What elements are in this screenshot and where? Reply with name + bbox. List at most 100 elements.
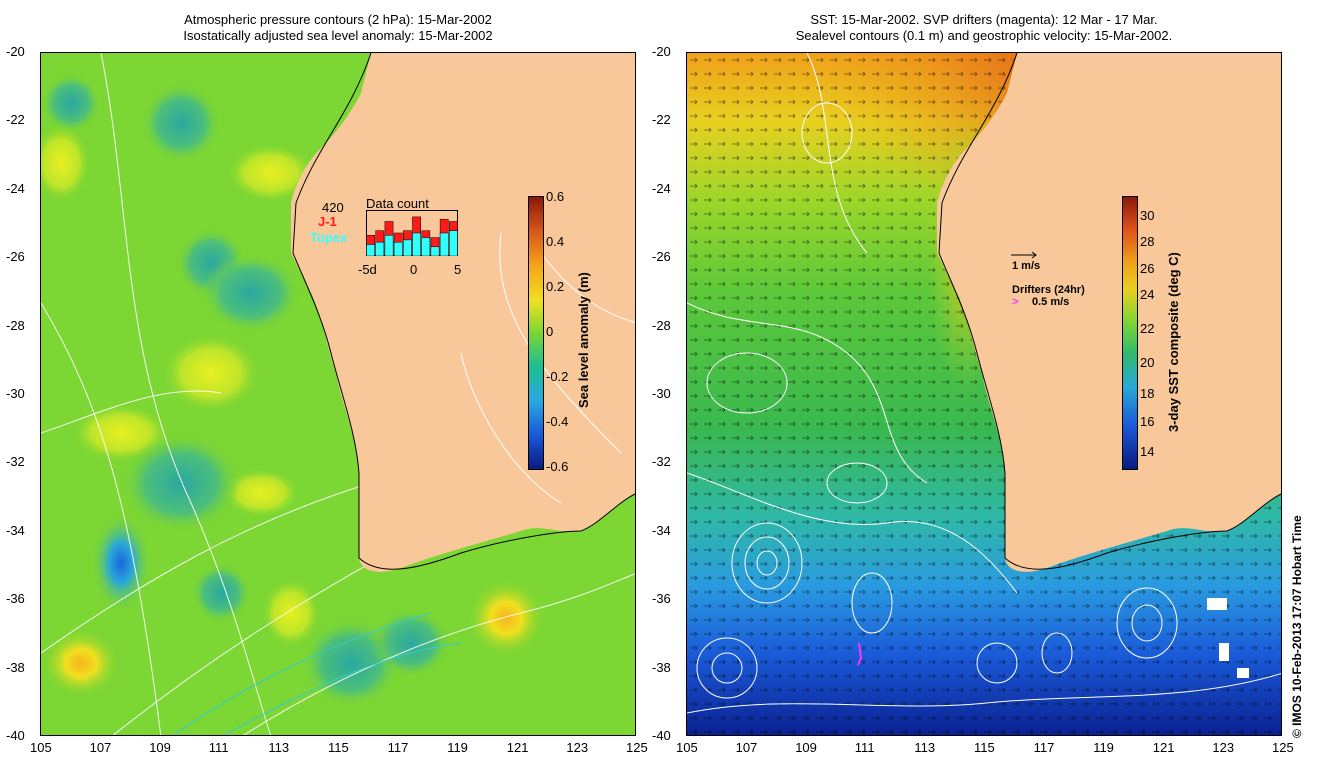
- sla-colorbar-label: Sea level anomaly (m): [576, 272, 591, 408]
- credit-text: © IMOS 10-Feb-2013 17:07 Hobart Time: [1290, 515, 1304, 738]
- longitude-tick: 117: [1033, 740, 1055, 755]
- inset-bar-chart: [366, 210, 458, 256]
- sst-tick: 22: [1140, 321, 1155, 336]
- sst-tick: 26: [1140, 261, 1155, 276]
- longitude-tick: 121: [506, 740, 529, 755]
- sla-high-blob: [466, 578, 546, 658]
- velocity-scale-label: 1 m/s: [1012, 260, 1041, 272]
- right-panel-title: SST: 15-Mar-2002. SVP drifters (magenta)…: [686, 12, 1282, 44]
- longitude-tick: 113: [268, 740, 290, 755]
- sst-tick: 28: [1140, 234, 1155, 249]
- longitude-tick: 109: [795, 740, 817, 755]
- sst-map: [686, 52, 1282, 736]
- latitude-tick: -26: [6, 249, 25, 265]
- latitude-tick: -24: [652, 180, 671, 196]
- latitude-tick: -22: [6, 112, 25, 128]
- sst-tick: 30: [1140, 208, 1155, 223]
- latitude-tick: -20: [6, 44, 25, 59]
- latitude-tick: -28: [6, 317, 25, 333]
- latitude-tick: -32: [6, 454, 25, 470]
- velocity-scale: 1 m/s: [1010, 250, 1130, 310]
- longitude-tick: 125: [1272, 740, 1294, 755]
- longitude-tick: 105: [676, 740, 698, 755]
- sla-tick: -0.4: [546, 414, 569, 429]
- longitude-tick: 125: [626, 740, 648, 755]
- latitude-tick: -26: [652, 249, 671, 265]
- sla-map: [40, 52, 636, 736]
- sla-tick: 0.4: [546, 234, 565, 249]
- left-panel-title: Atmospheric pressure contours (2 hPa): 1…: [40, 12, 636, 44]
- latitude-tick: -32: [652, 454, 671, 470]
- longitude-tick: 107: [735, 740, 758, 755]
- inset-bar-topex: [412, 232, 421, 256]
- latitude-tick: -24: [6, 180, 25, 196]
- left-title-line2: Isostatically adjusted sea level anomaly…: [183, 28, 493, 43]
- sla-low-blob: [121, 433, 241, 533]
- inset-bar-topex: [439, 232, 449, 256]
- land-mass: [291, 53, 635, 572]
- left-title-line1: Atmospheric pressure contours (2 hPa): 1…: [184, 12, 492, 27]
- inset-bar-topex: [421, 237, 431, 256]
- longitude-tick: 121: [1152, 740, 1175, 755]
- latitude-tick: -22: [652, 112, 671, 128]
- latitude-tick: -36: [652, 591, 671, 607]
- inset-tick-right: 5: [454, 262, 462, 277]
- latitude-tick: -38: [6, 659, 25, 675]
- sla-map-svg: [41, 53, 635, 735]
- inset-bar-topex: [430, 246, 440, 256]
- sealevel-contours: [687, 53, 1281, 714]
- cloud-mask-patches: [1207, 598, 1249, 678]
- inset-bar-topex: [366, 244, 375, 256]
- sla-high-blob: [41, 628, 121, 698]
- sla-tick: 0.2: [546, 279, 565, 294]
- sst-tick: 14: [1140, 444, 1155, 459]
- sst-colorbar: [1122, 196, 1138, 470]
- inset-bar-topex: [375, 241, 385, 256]
- latitude-tick: -38: [652, 659, 671, 675]
- land-pressure-contours: [460, 232, 635, 504]
- sla-low-blob: [191, 563, 251, 623]
- longitude-tick: 113: [914, 740, 936, 755]
- sst-map-svg: [687, 53, 1281, 735]
- sla-high-blob: [261, 578, 321, 648]
- inset-tick-left: -5d: [358, 262, 377, 277]
- inset-topex-label: Topex: [310, 230, 348, 245]
- longitude-tick: 123: [566, 740, 589, 755]
- latitude-tick: -40: [652, 728, 671, 743]
- sla-high-blob: [221, 468, 301, 518]
- svp-drifter-track: [857, 642, 863, 666]
- longitude-tick: 105: [30, 740, 52, 755]
- sst-tick: 20: [1140, 355, 1155, 370]
- sla-low-blob: [141, 83, 221, 163]
- right-title-line1: SST: 15-Mar-2002. SVP drifters (magenta)…: [810, 12, 1158, 27]
- longitude-tick: 115: [974, 740, 995, 755]
- velocity-scale-arrow: [1011, 251, 1037, 259]
- longitude-tick: 111: [208, 740, 229, 755]
- sst-tick: 18: [1140, 386, 1155, 401]
- sla-high-blob: [161, 333, 261, 413]
- longitude-tick: 123: [1212, 740, 1235, 755]
- land-mass: [937, 53, 1281, 572]
- drifters-label: Drifters (24hr): [1012, 284, 1085, 296]
- latitude-tick: -34: [652, 522, 671, 538]
- drifters-arrow-icon: >: [1012, 296, 1019, 308]
- longitude-tick: 117: [387, 740, 409, 755]
- drifters-scale: 0.5 m/s: [1032, 296, 1070, 308]
- latitude-tick: -40: [6, 728, 25, 743]
- latitude-tick: -30: [6, 386, 25, 401]
- latitude-tick: -36: [6, 591, 25, 607]
- inset-bar-topex: [449, 230, 458, 256]
- sst-tick: 16: [1140, 414, 1155, 429]
- longitude-tick: 119: [447, 740, 468, 755]
- inset-bar-topex: [403, 239, 412, 256]
- sst-tick: 24: [1140, 287, 1155, 302]
- pressure-contours-cyan: [173, 612, 462, 735]
- shelf-contour: [938, 53, 1281, 570]
- longitude-tick: 107: [89, 740, 112, 755]
- longitude-tick: 115: [328, 740, 349, 755]
- inset-tick-mid: 0: [410, 262, 418, 277]
- data-count-inset: 420 J-1 Topex Data count -5d 0 5: [310, 196, 470, 277]
- drifters-legend: Drifters (24hr) > 0.5 m/s: [1010, 284, 1130, 314]
- longitude-tick: 119: [1093, 740, 1114, 755]
- inset-title: Data count: [366, 196, 429, 211]
